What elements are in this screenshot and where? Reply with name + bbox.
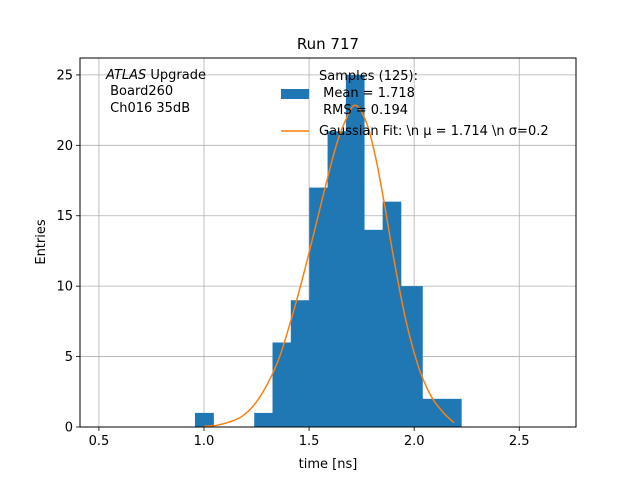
x-tick-label: 2.5	[509, 434, 530, 449]
y-tick-label: 25	[56, 68, 73, 83]
atlas-annotation: ATLAS Upgrade Board260 Ch016 35dB	[105, 68, 206, 116]
y-tick-label: 15	[56, 209, 73, 224]
x-tick-label: 0.5	[89, 434, 110, 449]
histogram-bar	[194, 412, 214, 427]
histogram-bar	[254, 412, 273, 427]
histogram-bar	[382, 201, 402, 427]
histogram-bar	[345, 74, 365, 428]
y-tick-label: 10	[56, 280, 73, 295]
legend-fit-label: Gaussian Fit: \n μ = 1.714 \n σ=0.2	[319, 124, 549, 139]
annotation-channel: Ch016 35dB	[106, 101, 190, 116]
chart-title: Run 717	[297, 35, 359, 53]
y-tick-label: 20	[56, 139, 73, 154]
svg-text:ATLAS Upgrade: ATLAS Upgrade	[105, 68, 206, 83]
histogram-bars	[194, 74, 462, 428]
plot-frame	[79, 57, 577, 428]
y-axis-label: Entries	[34, 219, 49, 265]
legend: Samples (125): Mean = 1.718 RMS = 0.194 …	[281, 69, 549, 139]
legend-histogram-line3: RMS = 0.194	[319, 103, 408, 118]
x-axis-label: time [ns]	[299, 457, 358, 472]
x-tick-label: 2.0	[404, 434, 425, 449]
histogram-bar	[364, 229, 384, 427]
histogram-bar	[327, 131, 347, 428]
legend-histogram-line2: Mean = 1.718	[319, 86, 415, 101]
legend-histogram-line1: Samples (125):	[319, 69, 418, 84]
y-tick-label: 0	[65, 421, 73, 436]
histogram-bar	[290, 300, 310, 427]
gaussian-fit-curve	[203, 104, 455, 428]
histogram-bar	[309, 187, 328, 427]
annotation-upgrade: Upgrade	[146, 68, 206, 83]
histogram-bar	[272, 342, 292, 427]
histogram-bar	[400, 286, 423, 427]
axis-ticks: 0.5 1.0 1.5 2.0 2.5 0 5 10 15 20 25	[56, 68, 529, 449]
y-tick-label: 5	[65, 350, 73, 365]
annotation-atlas-italic: ATLAS	[105, 68, 146, 83]
histogram-bar	[422, 398, 462, 427]
x-tick-label: 1.0	[194, 434, 215, 449]
x-tick-label: 1.5	[299, 434, 320, 449]
annotation-board: Board260	[106, 84, 173, 99]
legend-histogram-patch	[281, 89, 309, 99]
